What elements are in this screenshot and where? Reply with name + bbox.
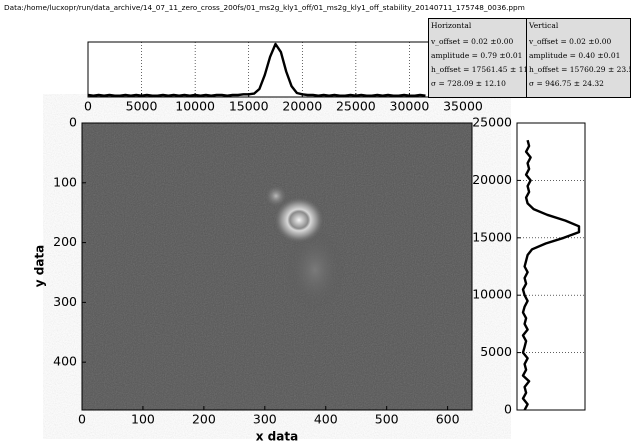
y-tick-label: 200	[53, 234, 77, 249]
y-tick-label: 300	[53, 294, 77, 309]
file-title: Data:/home/lucxopr/run/data_archive/14_0…	[4, 3, 525, 12]
image-frame	[81, 122, 473, 411]
beam-halo	[285, 228, 345, 312]
fit-line: amplitude = 0.79 ±0.01	[431, 51, 522, 60]
x-tick-label: 0	[78, 412, 86, 427]
fit-box	[428, 18, 527, 98]
beam-spot	[273, 196, 325, 244]
x-tick-label: 500	[375, 412, 399, 427]
fit-line: h_offset = 15760.29 ± 23.5	[529, 65, 631, 74]
y-tick-label: 20000	[472, 172, 512, 187]
image-noise	[82, 123, 472, 410]
fit-line: h_offset = 17561.45 ± 11.81	[431, 65, 540, 74]
y-tick-label: 0	[69, 115, 77, 130]
x-tick-label: 200	[192, 412, 216, 427]
y-tick-label: 400	[53, 354, 77, 369]
fit-line: v_offset = 0.02 ±0.00	[430, 37, 513, 46]
fit-table: Horizontal v_offset = 0.02 ±0.00 amplitude…	[428, 18, 631, 98]
x-tick-label: 20000	[282, 99, 322, 114]
y-tick-label: 100	[53, 174, 77, 189]
x-tick-label: 10000	[175, 99, 215, 114]
x-tick-label: 5000	[126, 99, 158, 114]
x-tick-label: 30000	[390, 99, 430, 114]
y-tick-label: 15000	[472, 229, 512, 244]
x-tick-label: 0	[84, 99, 92, 114]
x-tick-label: 600	[436, 412, 460, 427]
x-tick-label: 15000	[229, 99, 269, 114]
fit-line: σ = 728.09 ± 12.10	[431, 79, 506, 88]
y-tick-label: 5000	[480, 344, 512, 359]
plot-frame	[87, 41, 464, 98]
fit-line: amplitude = 0.40 ±0.01	[529, 51, 620, 60]
y-tick-label: 10000	[472, 287, 512, 302]
fit-line: σ = 946.75 ± 24.32	[529, 79, 604, 88]
fit-header: Vertical	[528, 21, 559, 30]
y-tick-label: 0	[504, 402, 512, 417]
fit-line: v_offset = 0.02 ±0.00	[528, 37, 611, 46]
profile-line	[87, 42, 426, 97]
profile-line	[521, 139, 581, 411]
x-tick-label: 25000	[336, 99, 376, 114]
x-tick-label: 300	[253, 412, 277, 427]
fit-box	[526, 18, 631, 98]
x-axis-label: x data	[256, 430, 298, 444]
y-axis-label: y data	[33, 245, 47, 288]
fit-header: Horizontal	[431, 21, 472, 30]
y-tick-label: 25000	[472, 115, 512, 130]
x-tick-label: 400	[314, 412, 338, 427]
x-tick-label: 100	[131, 412, 155, 427]
x-tick-label: 35000	[443, 99, 483, 114]
image-panel	[81, 122, 473, 411]
